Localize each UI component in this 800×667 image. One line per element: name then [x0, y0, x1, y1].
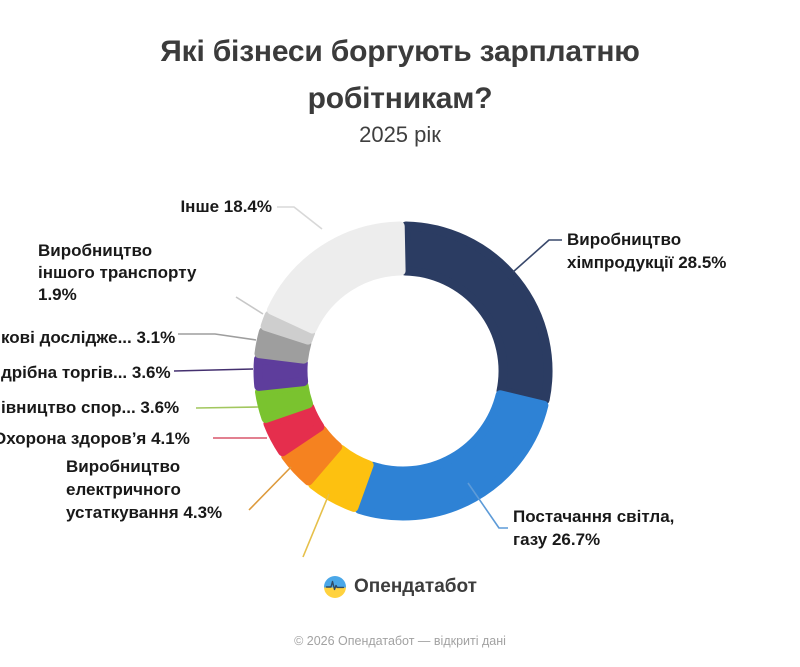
- leader-line-unlabeled: [302, 493, 330, 558]
- copyright-text: © 2026 Опендатабот — відкриті дані: [294, 634, 506, 648]
- leader-line-electrical: [248, 466, 292, 511]
- leader-line-inshe: [277, 206, 323, 230]
- donut-segment-chem: [400, 221, 553, 405]
- leader-line-research: [178, 333, 257, 341]
- label-inshe: Інше 18.4%: [180, 197, 272, 216]
- donut-segment-unlabeled: [308, 444, 374, 512]
- footer: Опендатабот: [0, 575, 800, 599]
- page-title: Які бізнеси боргують зарплатню робітника…: [160, 35, 640, 115]
- donut-segment-gas: [354, 390, 549, 521]
- label-research: кові дослідже... 3.1%: [1, 328, 176, 347]
- label-chem: Виробництво хімпродукції 28.5%: [567, 230, 727, 272]
- leader-line-gas: [467, 482, 508, 529]
- page-subtitle: 2025 рік: [359, 122, 441, 147]
- logo-text: Опендатабот: [354, 576, 477, 597]
- label-electrical: Виробництво електричного устаткування 4.…: [66, 457, 223, 522]
- label-gas: Постачання світла, газу 26.7%: [513, 507, 675, 549]
- leader-line-construction: [195, 406, 259, 409]
- label-construction: івництво спор... 3.6%: [1, 398, 180, 417]
- donut-segment-retail: [253, 354, 309, 391]
- leader-line-retail: [173, 368, 254, 372]
- leader-line-chem: [512, 239, 562, 273]
- label-retail: дрібна торгів... 3.6%: [1, 363, 171, 382]
- donut-segment-inshe: [266, 221, 406, 334]
- opendatabot-pulse-icon: [324, 576, 346, 598]
- label-transport: Виробництво іншого транспорту 1.9%: [38, 241, 197, 304]
- leader-line-transport: [235, 296, 264, 315]
- label-health: Охорона здоров’я 4.1%: [0, 429, 190, 448]
